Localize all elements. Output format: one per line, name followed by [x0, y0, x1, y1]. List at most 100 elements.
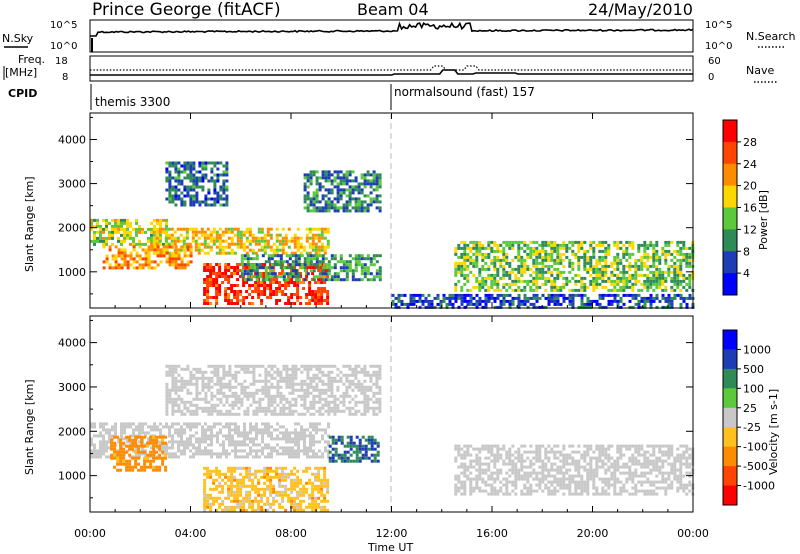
power-cell — [547, 276, 551, 280]
velocity-cell — [267, 422, 270, 426]
power-cell — [269, 281, 273, 284]
velocity-cell — [135, 446, 138, 450]
power-cell — [565, 243, 569, 247]
power-cell — [481, 282, 485, 286]
velocity-cell — [213, 422, 216, 426]
velocity-cell — [520, 477, 524, 481]
power-cell — [604, 293, 608, 297]
velocity-cell — [514, 456, 518, 460]
velocity-cell — [147, 425, 150, 429]
power-cell — [553, 302, 557, 306]
velocity-cell — [556, 444, 560, 448]
velocity-cell — [119, 444, 123, 448]
velocity-cell — [90, 449, 93, 453]
power-cell — [200, 230, 204, 234]
power-cell — [305, 239, 309, 243]
velocity-cell — [334, 447, 338, 451]
power-cell — [152, 230, 156, 234]
velocity-cell — [667, 453, 671, 457]
power-cell — [622, 264, 626, 268]
power-cell — [219, 188, 223, 192]
velocity-cell — [227, 469, 231, 473]
power-cell — [366, 206, 370, 210]
velocity-cell — [673, 474, 677, 478]
velocity-cell — [460, 456, 464, 460]
power-cell — [243, 263, 247, 267]
power-cell — [685, 255, 689, 259]
power-cell — [239, 236, 243, 240]
power-cell — [123, 257, 127, 261]
power-cell — [138, 224, 141, 228]
velocity-cell — [631, 477, 635, 481]
power-cell — [254, 272, 258, 275]
power-cell — [150, 245, 154, 249]
power-cell — [315, 197, 319, 201]
power-cell — [315, 275, 319, 279]
velocity-cell — [248, 475, 252, 479]
velocity-cell — [305, 487, 309, 491]
velocity-cell — [469, 471, 473, 475]
velocity-cell — [263, 481, 267, 485]
velocity-cell — [493, 486, 497, 490]
power-cell — [315, 209, 319, 213]
power-cell — [293, 236, 297, 240]
velocity-cell — [364, 444, 368, 448]
power-cell — [637, 305, 641, 309]
power-cell — [198, 164, 202, 168]
power-cell — [180, 245, 184, 249]
power-cell — [281, 272, 285, 275]
power-cell — [526, 305, 530, 309]
power-cell — [221, 251, 225, 255]
velocity-cell — [571, 480, 575, 484]
velocity-cell — [565, 459, 569, 463]
velocity-cell — [228, 437, 231, 441]
velocity-cell — [134, 450, 138, 454]
power-cell — [258, 275, 262, 279]
power-cell — [604, 267, 608, 271]
power-cell — [177, 179, 181, 183]
power-cell — [556, 261, 560, 265]
velocity-cell — [108, 431, 111, 435]
velocity-cell — [550, 468, 554, 472]
power-cell — [255, 257, 259, 261]
power-cell — [652, 299, 656, 303]
velocity-cell — [102, 449, 105, 453]
power-cell — [182, 242, 186, 246]
power-cell — [93, 218, 96, 222]
velocity-cell — [317, 484, 321, 488]
freq-line — [90, 69, 693, 76]
power-cell — [203, 287, 207, 290]
power-cell — [378, 266, 382, 270]
power-cell — [227, 296, 231, 299]
velocity-cell — [113, 447, 117, 451]
power-cell — [508, 282, 512, 286]
power-cell — [670, 252, 674, 256]
velocity-cell — [158, 447, 162, 451]
power-cell — [532, 249, 536, 253]
velocity-cell — [334, 453, 338, 457]
velocity-cell — [206, 475, 210, 479]
velocity-cell — [227, 496, 231, 500]
power-cell — [445, 305, 449, 309]
power-cell — [186, 176, 190, 180]
power-cell — [679, 270, 683, 274]
velocity-cell — [463, 465, 467, 469]
velocity-cell — [472, 477, 476, 481]
velocity-cell — [276, 452, 279, 456]
velocity-cell — [373, 459, 377, 463]
power-cell — [306, 197, 310, 201]
power-cell — [288, 257, 292, 261]
power-cell — [198, 176, 202, 180]
power-cell — [141, 230, 144, 234]
power-cell — [180, 164, 184, 168]
power-cell — [273, 272, 277, 276]
velocity-cell — [323, 484, 327, 488]
power-cell — [305, 233, 309, 237]
power-cell — [236, 293, 240, 296]
velocity-cell — [111, 425, 114, 429]
velocity-cell — [234, 446, 237, 450]
power-cell — [580, 305, 584, 309]
power-cell — [194, 245, 198, 249]
velocity-cell — [496, 456, 500, 460]
power-cell — [246, 272, 250, 276]
